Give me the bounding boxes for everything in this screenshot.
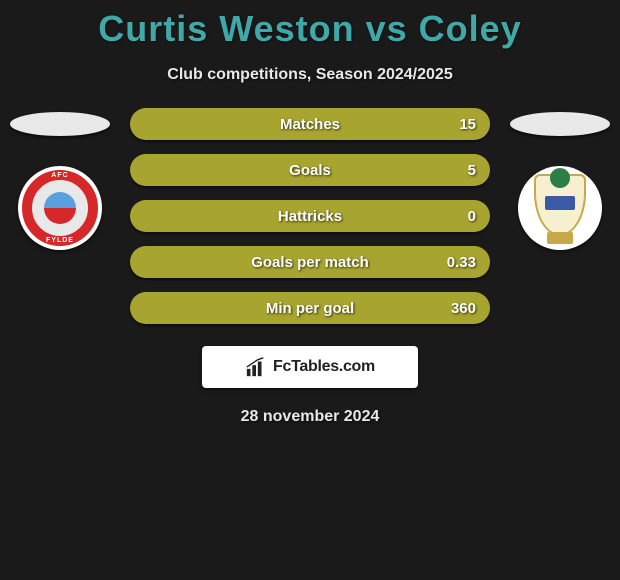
stat-value: 5 [468,162,476,179]
stat-row-goals-per-match: Goals per match 0.33 [130,246,490,278]
badge-stripe-icon [545,196,575,210]
left-player-col: AFC FYLDE [8,112,112,250]
badge-text-top: AFC [18,172,102,179]
stat-label: Goals [289,162,331,179]
main-row: AFC FYLDE Matches 15 Goals 5 Hattricks 0… [0,112,620,324]
stat-row-matches: Matches 15 [130,108,490,140]
right-club-badge [518,166,602,250]
stat-row-min-per-goal: Min per goal 360 [130,292,490,324]
branding-box[interactable]: FcTables.com [202,346,418,388]
badge-text-bottom: FYLDE [18,237,102,244]
stat-value: 0.33 [447,254,476,271]
infographic-container: Curtis Weston vs Coley Club competitions… [0,0,620,426]
season-subtitle: Club competitions, Season 2024/2025 [0,66,620,84]
badge-dot-icon [550,168,570,188]
stat-row-goals: Goals 5 [130,154,490,186]
right-player-name-oval [510,112,610,136]
bar-chart-icon [245,356,267,378]
stat-label: Min per goal [266,300,354,317]
stat-value: 360 [451,300,476,317]
footer-date: 28 november 2024 [0,408,620,426]
badge-base-icon [547,232,573,244]
stat-value: 15 [459,116,476,133]
stat-label: Matches [280,116,340,133]
stat-row-hattricks: Hattricks 0 [130,200,490,232]
left-club-badge: AFC FYLDE [18,166,102,250]
stat-value: 0 [468,208,476,225]
branding-text: FcTables.com [273,358,375,376]
stat-label: Goals per match [251,254,369,271]
stat-label: Hattricks [278,208,342,225]
right-player-col [508,112,612,250]
left-player-name-oval [10,112,110,136]
badge-center-icon [44,192,76,224]
page-title: Curtis Weston vs Coley [0,8,620,50]
stats-column: Matches 15 Goals 5 Hattricks 0 Goals per… [112,108,508,324]
